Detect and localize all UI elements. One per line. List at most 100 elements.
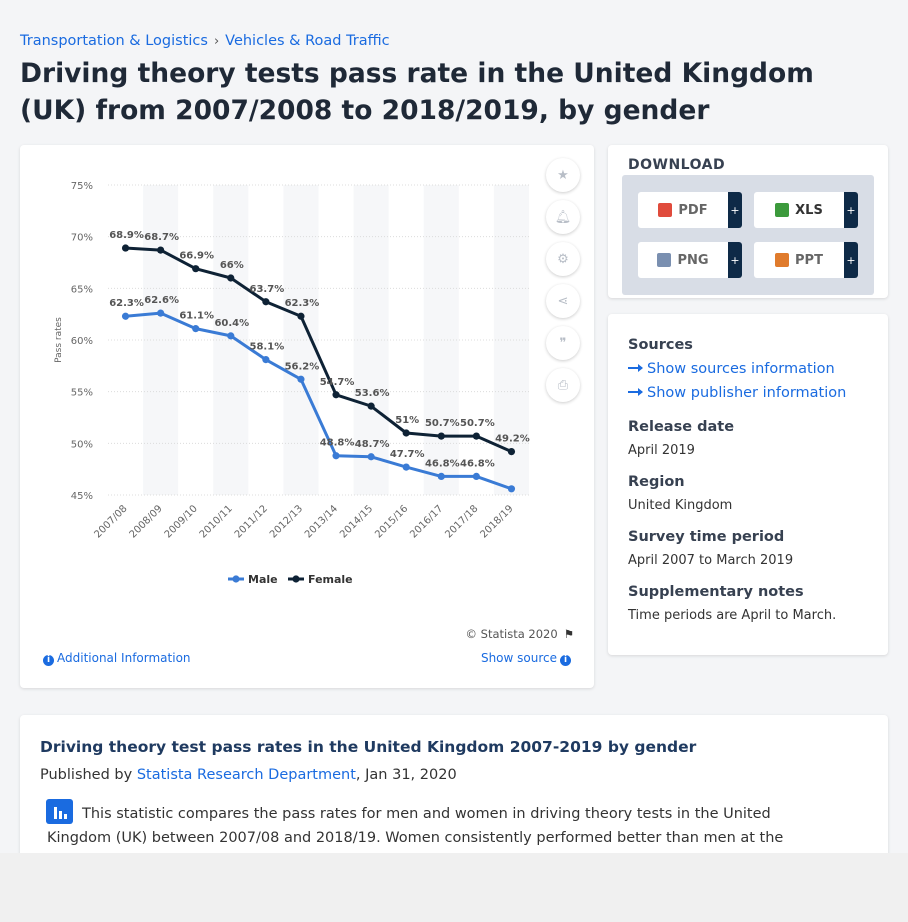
arrow-right-icon — [628, 388, 643, 396]
legend-marker-male — [232, 575, 240, 583]
bell-icon[interactable]: 🔔︎ — [546, 200, 580, 234]
x-tick-label: 2008/09 — [128, 503, 165, 540]
pdf-file-icon — [658, 203, 673, 217]
data-label: 54.7% — [320, 377, 355, 388]
data-point-female — [297, 312, 305, 320]
supplementary-notes-heading: Supplementary notes — [628, 584, 804, 600]
chart-toolbar: ★ 🔔︎ ⚙ ⋖ ❞ ⎙ — [546, 158, 580, 410]
data-label: 50.7% — [425, 418, 460, 429]
region-heading: Region — [628, 474, 685, 490]
print-icon[interactable]: ⎙ — [546, 368, 580, 402]
share-icon[interactable]: ⋖ — [546, 284, 580, 318]
metadata-card: Sources Show sources information Show pu… — [608, 314, 888, 655]
x-tick-label: 2011/12 — [233, 503, 270, 540]
x-tick-label: 2012/13 — [268, 503, 305, 540]
description-card: Driving theory test pass rates in the Un… — [20, 715, 888, 865]
release-date-heading: Release date — [628, 419, 735, 435]
published-line: Published by Statista Research Departmen… — [40, 767, 457, 783]
y-tick-label: 45% — [71, 491, 93, 502]
supplementary-notes-value: Time periods are April to March. — [628, 608, 837, 623]
info-icon: i — [560, 655, 571, 666]
data-point-female — [262, 298, 270, 306]
png-file-icon — [657, 253, 672, 267]
data-point-female — [157, 246, 165, 254]
x-tick-label: 2017/18 — [443, 503, 480, 540]
y-tick-label: 65% — [71, 284, 93, 295]
sources-heading: Sources — [628, 337, 693, 353]
data-label: 48.8% — [320, 438, 355, 449]
data-point-female — [121, 244, 130, 252]
x-tick-label: 2010/11 — [198, 503, 235, 540]
data-label: 46.8% — [425, 458, 460, 469]
data-point-male — [297, 375, 305, 383]
star-icon[interactable]: ★ — [546, 158, 580, 192]
data-label: 68.7% — [144, 232, 179, 243]
plus-icon[interactable]: + — [844, 192, 858, 228]
data-point-female — [437, 432, 445, 440]
data-label: 51% — [395, 415, 419, 426]
description-title: Driving theory test pass rates in the Un… — [40, 738, 697, 756]
ppt-file-icon — [775, 253, 790, 267]
data-point-female — [367, 402, 375, 410]
png-label: PNG — [677, 252, 709, 268]
data-point-male — [437, 472, 445, 480]
info-icon: i — [43, 655, 54, 666]
download-png-button[interactable]: PNG + — [638, 242, 742, 278]
y-tick-label: 55% — [71, 388, 93, 399]
publisher-link[interactable]: Statista Research Department — [136, 767, 356, 783]
show-source-link[interactable]: Show source i — [481, 651, 574, 666]
flag-icon[interactable]: ⚑ — [563, 627, 574, 641]
data-label: 61.1% — [179, 311, 214, 322]
x-tick-label: 2014/15 — [338, 503, 375, 540]
show-publisher-link[interactable]: Show publisher information — [628, 385, 846, 401]
download-pdf-button[interactable]: PDF + — [638, 192, 742, 228]
additional-info-link[interactable]: i Additional Information — [40, 651, 191, 666]
gear-icon[interactable]: ⚙ — [546, 242, 580, 276]
x-tick-label: 2018/19 — [478, 503, 515, 540]
download-card: DOWNLOAD PDF + XLS + PNG + PPT + — [608, 145, 888, 298]
data-point-male — [367, 453, 375, 461]
data-point-female — [507, 448, 516, 456]
data-label: 62.3% — [285, 298, 320, 309]
y-tick-label: 70% — [71, 233, 93, 244]
data-label: 60.4% — [214, 318, 249, 329]
release-date-value: April 2019 — [628, 443, 695, 458]
plus-icon[interactable]: + — [728, 242, 742, 278]
series-line-female — [125, 246, 513, 453]
data-point-male — [262, 356, 270, 364]
legend-marker-female — [292, 575, 300, 583]
y-tick-label: 60% — [71, 336, 93, 347]
download-box: PDF + XLS + PNG + PPT + — [622, 175, 874, 295]
data-label: 66% — [220, 260, 244, 271]
show-sources-link[interactable]: Show sources information — [628, 361, 835, 377]
x-tick-label: 2015/16 — [373, 503, 410, 540]
column-band — [493, 185, 529, 495]
data-point-male — [472, 472, 480, 480]
plus-icon[interactable]: + — [728, 192, 742, 228]
data-label: 48.7% — [355, 439, 390, 450]
download-xls-button[interactable]: XLS + — [754, 192, 858, 228]
breadcrumb-item-vehicles[interactable]: Vehicles & Road Traffic — [225, 33, 390, 49]
data-label: 53.6% — [355, 388, 390, 399]
data-point-male — [402, 463, 410, 471]
data-label: 47.7% — [390, 449, 425, 460]
xls-file-icon — [775, 203, 790, 217]
line-chart: 45%50%55%60%65%70%75%Pass rates2007/0820… — [54, 181, 530, 586]
download-ppt-button[interactable]: PPT + — [754, 242, 858, 278]
data-point-female — [472, 432, 480, 440]
data-point-female — [332, 391, 340, 399]
breadcrumb-item-transport[interactable]: Transportation & Logistics — [20, 33, 208, 49]
data-point-male — [121, 312, 130, 320]
published-prefix: Published by — [40, 767, 133, 783]
plus-icon[interactable]: + — [844, 242, 858, 278]
data-point-female — [227, 274, 235, 282]
legend-label-male: Male — [248, 573, 278, 586]
quote-icon[interactable]: ❞ — [546, 326, 580, 360]
survey-period-value: April 2007 to March 2019 — [628, 553, 794, 568]
data-label: 56.2% — [285, 361, 320, 372]
series-line-male — [125, 311, 512, 491]
y-tick-label: 75% — [71, 181, 93, 192]
data-label: 62.3% — [109, 298, 144, 309]
additional-info-label: Additional Information — [57, 651, 191, 665]
data-point-male — [227, 332, 235, 340]
